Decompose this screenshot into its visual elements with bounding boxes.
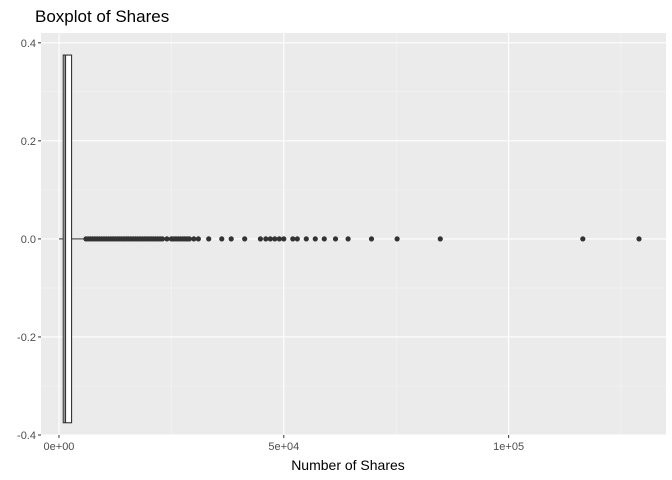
outlier-point bbox=[228, 236, 234, 242]
outlier-point bbox=[191, 236, 197, 242]
x-tick-label: 0e+00 bbox=[44, 441, 75, 453]
x-tick-label: 1e+05 bbox=[493, 441, 524, 453]
outlier-point bbox=[267, 236, 273, 242]
outlier-point bbox=[164, 236, 170, 242]
outlier-point bbox=[294, 236, 300, 242]
box-element bbox=[58, 54, 85, 424]
outlier-point bbox=[312, 236, 318, 242]
y-tick-label: -0.4 bbox=[17, 430, 36, 442]
outlier-point bbox=[281, 236, 287, 242]
outlier-point bbox=[257, 236, 264, 242]
outlier-point bbox=[159, 236, 166, 242]
plot-panel bbox=[41, 33, 666, 435]
outlier-point bbox=[345, 236, 351, 242]
y-tick-label: -0.2 bbox=[17, 332, 36, 344]
x-tick-label: 5e+04 bbox=[268, 441, 299, 453]
outlier-points bbox=[83, 236, 642, 242]
y-tick-label: 0.0 bbox=[21, 234, 36, 246]
outlier-point bbox=[636, 236, 642, 242]
box-iqr bbox=[62, 54, 73, 424]
outlier-point bbox=[394, 236, 400, 242]
x-axis: 0e+00 5e+04 1e+05 bbox=[44, 435, 524, 453]
outlier-point bbox=[219, 236, 225, 242]
outlier-point bbox=[437, 236, 443, 242]
y-tick-label: 0.4 bbox=[21, 38, 36, 50]
outlier-point bbox=[276, 236, 282, 242]
x-axis-title: Number of Shares bbox=[291, 457, 405, 473]
outlier-point bbox=[263, 236, 269, 242]
outlier-point bbox=[332, 236, 339, 242]
chart-title: Boxplot of Shares bbox=[35, 7, 169, 26]
outlier-point bbox=[242, 236, 248, 242]
outlier-point bbox=[206, 236, 212, 242]
y-tick-label: 0.2 bbox=[21, 136, 36, 148]
outlier-point bbox=[368, 236, 375, 242]
y-axis: -0.4 -0.2 0.0 0.2 0.4 bbox=[17, 38, 41, 442]
outlier-point bbox=[290, 236, 296, 242]
outlier-point bbox=[186, 236, 192, 242]
grid-lines bbox=[41, 33, 666, 436]
outlier-point bbox=[272, 236, 278, 242]
outlier-point bbox=[321, 236, 327, 242]
outlier-point bbox=[303, 236, 309, 242]
outlier-point bbox=[580, 236, 586, 242]
outlier-point bbox=[195, 236, 201, 242]
